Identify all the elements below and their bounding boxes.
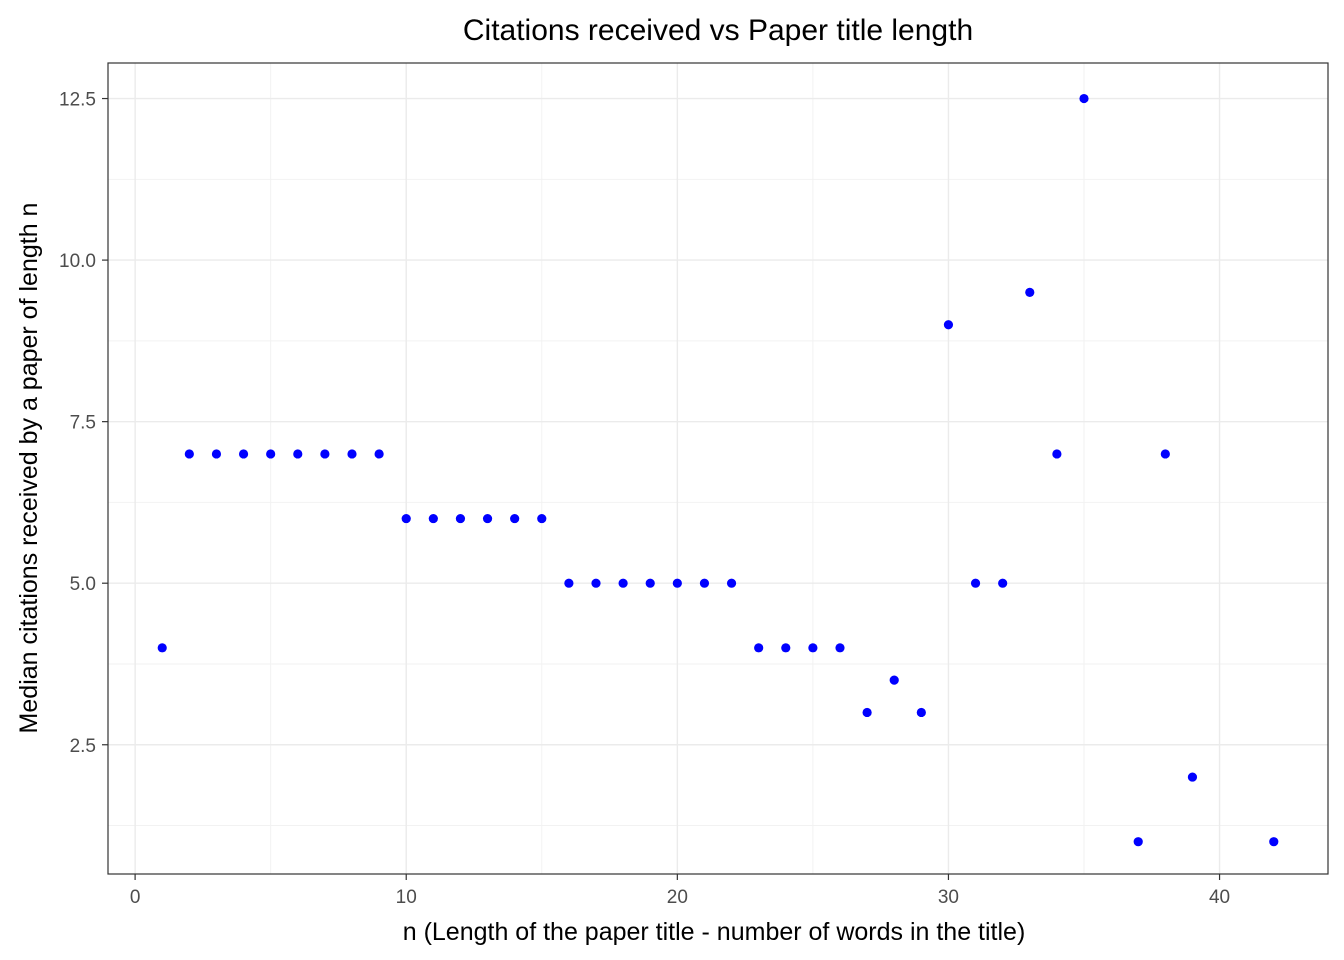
x-axis-title: n (Length of the paper title - number of… [403,918,1026,946]
data-point [401,513,411,524]
data-point [537,513,547,524]
data-point [916,707,926,718]
data-point [374,449,384,459]
y-tick-label: 12.5 [59,90,96,111]
data-point [293,449,303,459]
plot-panel-border [107,62,1329,875]
data-point [754,643,764,653]
x-tick-label: 0 [130,887,141,908]
data-point [998,578,1008,588]
data-point [1133,837,1143,847]
data-point [428,513,438,524]
data-points [157,93,1279,847]
data-point [455,513,466,524]
data-point [943,320,954,330]
y-tick-label: 5.0 [70,574,96,595]
chart-title: Citations received vs Paper title length [463,14,973,47]
data-point [1187,772,1198,782]
data-point [1160,449,1170,459]
data-point [1025,287,1035,298]
data-point [699,578,710,588]
minor-gridlines [108,63,1328,874]
data-point [482,513,493,524]
data-point [808,643,818,653]
data-point [157,643,167,653]
data-point [591,578,601,588]
data-point [1052,449,1062,459]
data-point [1269,837,1279,847]
data-point [347,449,357,459]
y-axis-ticks: 2.5 5.0 7.5 10.0 12.5 [59,90,108,757]
data-point [266,449,276,459]
x-axis-ticks: 0 10 20 30 40 [130,874,1230,908]
data-point [781,643,791,653]
data-point [889,675,899,685]
x-tick-label: 30 [938,887,959,908]
data-point [618,578,628,588]
y-axis-title: Median citations received by a paper of … [15,203,43,734]
data-point [862,707,872,718]
data-point [510,513,520,524]
x-tick-label: 40 [1209,887,1230,908]
data-point [564,578,574,588]
data-point [672,578,682,588]
data-point [1079,93,1089,104]
data-point [835,643,845,653]
major-gridlines [108,63,1328,874]
data-point [211,449,222,459]
data-point [970,578,981,588]
x-tick-label: 10 [396,887,417,908]
data-point [238,449,249,459]
y-tick-label: 7.5 [70,413,96,434]
x-tick-label: 20 [667,887,688,908]
data-point [645,578,655,588]
y-tick-label: 10.0 [59,251,96,272]
data-point [184,449,194,459]
data-point [726,578,737,588]
data-point [320,449,330,459]
y-tick-label: 2.5 [70,736,96,757]
